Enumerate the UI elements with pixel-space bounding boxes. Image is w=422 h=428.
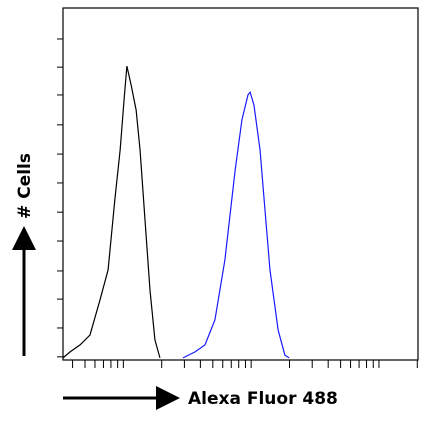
histogram-line (182, 90, 290, 359)
histogram-line (62, 65, 161, 359)
plot-frame (62, 7, 419, 361)
y-axis-label: # Cells (15, 153, 35, 219)
x-axis-label: Alexa Fluor 488 (188, 389, 338, 409)
